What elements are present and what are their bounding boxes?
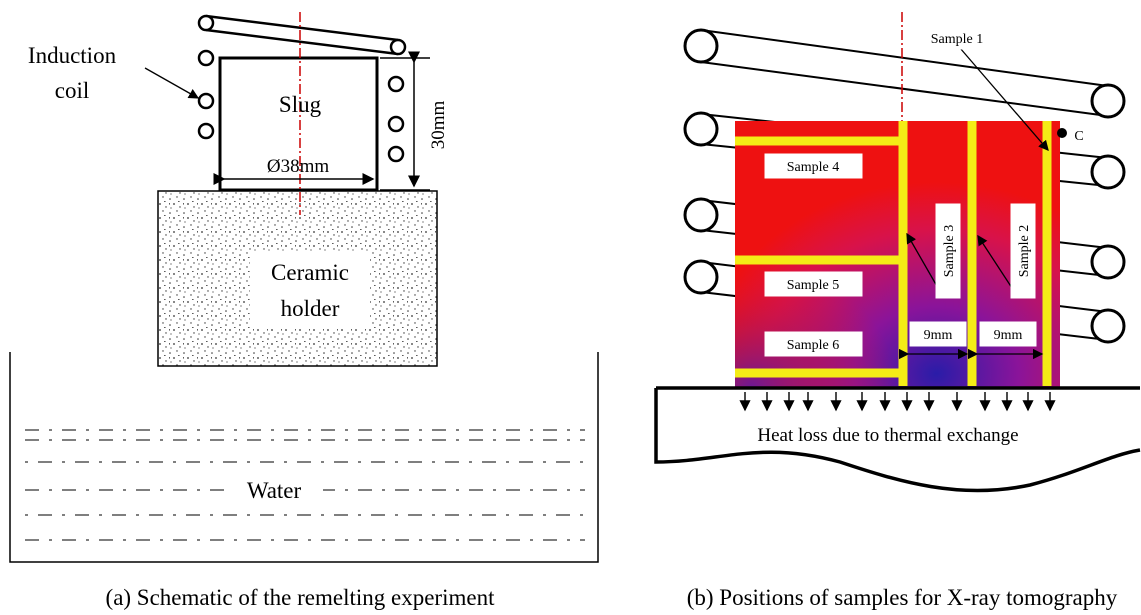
sample-2-label: Sample 2 xyxy=(1017,225,1032,278)
diameter-label: Ø38mm xyxy=(267,156,330,177)
panel-a: Induction coil Slug Ø38mm 30mm Ceramic h… xyxy=(9,12,599,610)
sample-6-label: Sample 6 xyxy=(787,338,840,353)
heat-loss-label: Heat loss due to thermal exchange xyxy=(757,425,1018,446)
holder-label-bg xyxy=(250,252,370,328)
holder-label-2: holder xyxy=(281,296,340,321)
heat-loss-arrows xyxy=(739,392,1056,412)
holder-label-1: Ceramic xyxy=(271,260,349,285)
label-boxes xyxy=(764,26,1037,357)
coil-pointer-arrow xyxy=(144,67,200,99)
caption-a: (a) Schematic of the remelting experimen… xyxy=(106,585,496,610)
sample-cut-lines xyxy=(735,121,1052,386)
sample-1-label: Sample 1 xyxy=(931,32,984,47)
coil-turns-a xyxy=(197,14,407,163)
spacing-left-label: 9mm xyxy=(924,328,953,343)
point-c-marker xyxy=(1057,128,1067,138)
sample-5-label: Sample 5 xyxy=(787,278,840,293)
sample-3-label: Sample 3 xyxy=(942,225,957,278)
caption-b: (b) Positions of samples for X-ray tomog… xyxy=(687,585,1118,610)
slug-label: Slug xyxy=(279,92,322,117)
coil-ends-b xyxy=(683,28,1126,344)
height-label: 30mm xyxy=(428,101,449,150)
water-label-bg xyxy=(225,474,323,506)
induction-coil-label-2: coil xyxy=(55,78,90,103)
induction-coil-label-1: Induction xyxy=(28,43,117,68)
slug-body xyxy=(218,56,379,192)
height-dimension xyxy=(380,51,430,191)
base-plate xyxy=(654,386,1141,493)
water-label: Water xyxy=(247,478,302,503)
sample-pointer-arrows xyxy=(906,47,1049,289)
panel-b: Sample 1 Sample 4 Sample 5 Sample 6 Samp… xyxy=(654,12,1141,610)
sample-4-label: Sample 4 xyxy=(787,160,840,175)
water-tank xyxy=(9,352,599,563)
spacing-right-label: 9mm xyxy=(994,328,1023,343)
point-c-label: C xyxy=(1074,129,1083,144)
